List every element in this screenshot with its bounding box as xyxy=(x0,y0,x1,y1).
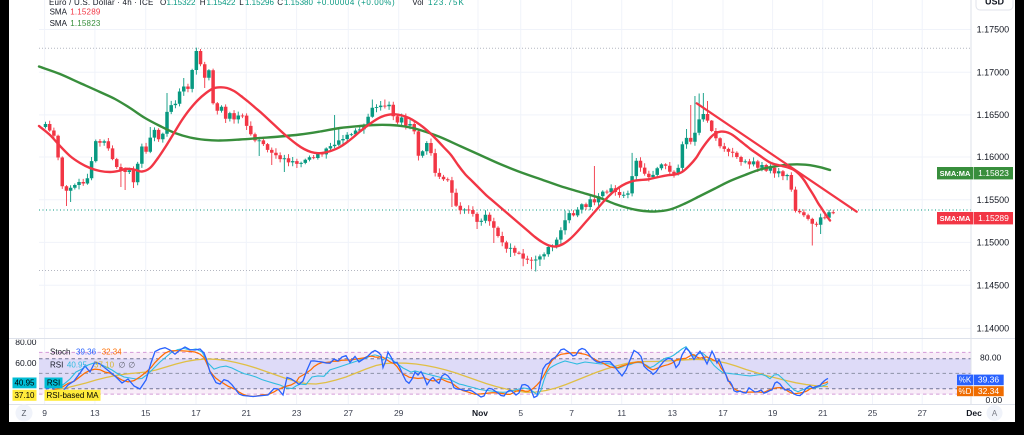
svg-text:1.15289: 1.15289 xyxy=(978,213,1009,223)
svg-text:1.15500: 1.15500 xyxy=(977,195,1010,205)
svg-text:29: 29 xyxy=(394,408,404,418)
svg-text:SMA:MA: SMA:MA xyxy=(940,169,971,178)
svg-text:40.95: 40.95 xyxy=(14,379,35,388)
svg-text:1.15422: 1.15422 xyxy=(207,0,236,7)
svg-text:Stoch: Stoch xyxy=(50,348,70,357)
svg-text:19: 19 xyxy=(768,408,778,418)
svg-text:USD: USD xyxy=(985,0,1005,7)
svg-text:O: O xyxy=(160,0,166,7)
svg-text:39.36: 39.36 xyxy=(76,348,97,357)
svg-text:1.15823: 1.15823 xyxy=(70,19,101,28)
svg-text:5: 5 xyxy=(518,408,523,418)
svg-text:1.15289: 1.15289 xyxy=(70,7,101,16)
svg-text:RSI: RSI xyxy=(47,379,60,388)
svg-text:27: 27 xyxy=(344,408,354,418)
svg-text:%K: %K xyxy=(959,376,972,385)
svg-text:1.16000: 1.16000 xyxy=(977,152,1010,162)
svg-text:32.34: 32.34 xyxy=(978,386,1000,396)
svg-text:SMA:MA: SMA:MA xyxy=(940,214,971,223)
svg-text:Z: Z xyxy=(22,409,27,418)
svg-text:1.17500: 1.17500 xyxy=(977,25,1010,35)
svg-text:SMA: SMA xyxy=(50,19,68,28)
svg-text:80.00: 80.00 xyxy=(980,353,1002,363)
svg-text:∅: ∅ xyxy=(128,360,135,369)
svg-text:21: 21 xyxy=(818,408,828,418)
svg-text:1.15823: 1.15823 xyxy=(978,168,1009,178)
svg-text:17: 17 xyxy=(718,408,728,418)
svg-text:Euro / U.S. Dollar · 4h · ICE: Euro / U.S. Dollar · 4h · ICE xyxy=(49,0,154,7)
svg-text:7: 7 xyxy=(569,408,574,418)
svg-text:1.14500: 1.14500 xyxy=(977,280,1010,290)
svg-text:37.10: 37.10 xyxy=(14,391,35,400)
svg-text:SMA: SMA xyxy=(50,7,68,16)
svg-text:1.15380: 1.15380 xyxy=(284,0,313,7)
svg-text:23: 23 xyxy=(292,408,302,418)
svg-text:RSI: RSI xyxy=(50,360,63,369)
svg-text:RSI-based MA: RSI-based MA xyxy=(46,391,99,400)
svg-text:1.15322: 1.15322 xyxy=(167,0,196,7)
svg-text:123.75K: 123.75K xyxy=(428,0,465,7)
svg-text:1.15296: 1.15296 xyxy=(245,0,274,7)
svg-text:Vol: Vol xyxy=(412,0,423,7)
svg-text:80.00: 80.00 xyxy=(15,337,37,347)
svg-text:0.00: 0.00 xyxy=(986,395,1003,405)
svg-text:9: 9 xyxy=(42,408,47,418)
svg-text:27: 27 xyxy=(917,408,927,418)
svg-text:25: 25 xyxy=(868,408,878,418)
svg-text:+0.00004 (+0.00%): +0.00004 (+0.00%) xyxy=(317,0,396,7)
svg-text:Dec: Dec xyxy=(966,408,982,418)
svg-text:11: 11 xyxy=(617,408,626,418)
svg-text:32.34: 32.34 xyxy=(102,348,123,357)
svg-text:15: 15 xyxy=(141,408,151,418)
svg-text:39.36: 39.36 xyxy=(978,375,1000,385)
svg-text:%D: %D xyxy=(959,387,972,396)
svg-text:1.15000: 1.15000 xyxy=(977,238,1010,248)
svg-text:17: 17 xyxy=(191,408,201,418)
svg-text:37.10: 37.10 xyxy=(94,360,115,369)
svg-text:1.17000: 1.17000 xyxy=(977,67,1010,77)
svg-text:Nov: Nov xyxy=(472,408,488,418)
svg-text:1.16500: 1.16500 xyxy=(977,110,1010,120)
svg-text:L: L xyxy=(239,0,244,7)
svg-text:13: 13 xyxy=(668,408,678,418)
svg-text:1.14000: 1.14000 xyxy=(977,324,1010,334)
svg-text:C: C xyxy=(277,0,283,7)
svg-text:∅: ∅ xyxy=(119,360,126,369)
svg-text:13: 13 xyxy=(90,408,100,418)
svg-text:H: H xyxy=(200,0,206,7)
svg-text:A: A xyxy=(992,409,998,418)
svg-text:40.95: 40.95 xyxy=(67,360,88,369)
svg-text:60.00: 60.00 xyxy=(15,358,37,368)
svg-text:21: 21 xyxy=(242,408,252,418)
